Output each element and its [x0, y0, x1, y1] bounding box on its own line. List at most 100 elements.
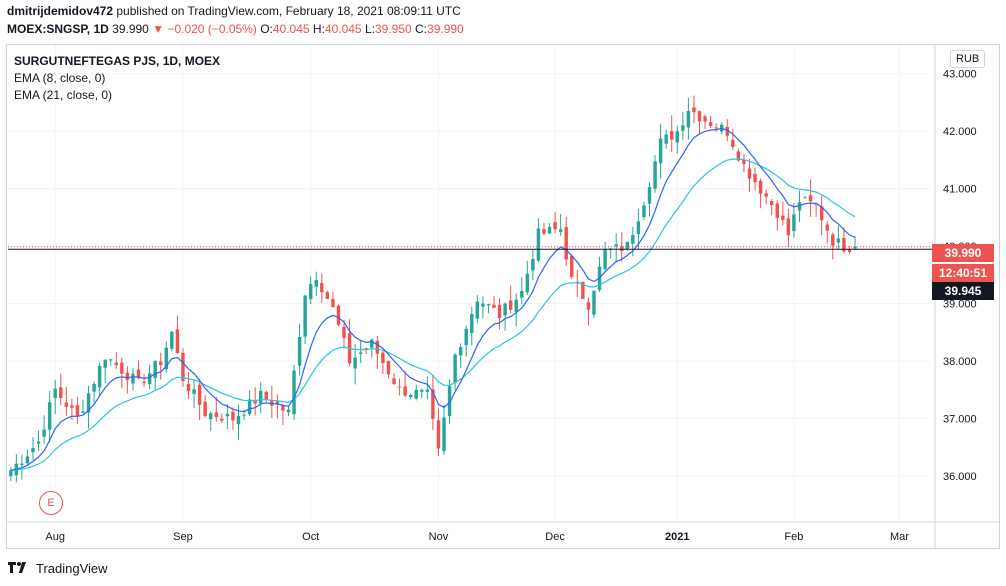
candle-body [436, 420, 441, 449]
candle-body [225, 413, 230, 417]
candle-body [164, 347, 169, 370]
candle-body [847, 249, 852, 252]
candle-body [769, 201, 774, 206]
footer-brand[interactable]: TradingView [6, 560, 108, 577]
candle-body [9, 470, 13, 477]
candle-body [442, 417, 446, 452]
candle-body [103, 359, 107, 368]
candle-body [464, 328, 468, 345]
currency-button[interactable]: RUB [950, 50, 986, 68]
x-tick-label: Aug [45, 531, 65, 543]
candle-body [325, 292, 330, 299]
candle-body [786, 218, 791, 236]
candle-body [636, 221, 641, 235]
candle-body [31, 448, 35, 453]
candle-body [697, 111, 702, 122]
candle-body [203, 401, 207, 417]
candles-layer [9, 95, 857, 483]
candle-body [153, 361, 157, 379]
candle-body [714, 127, 718, 129]
y-tick-label: 36.000 [943, 471, 977, 483]
candle-body [581, 281, 585, 299]
candle-body [181, 352, 185, 382]
close-value: 39.990 [427, 22, 464, 36]
candle-body [353, 357, 357, 369]
candle-body [470, 314, 474, 333]
candle-body [731, 139, 735, 147]
legend-ema8[interactable]: EMA (8, close, 0) [14, 71, 106, 85]
x-tick-label: Mar [890, 531, 909, 543]
candle-body [653, 161, 657, 189]
x-tick-label: Nov [429, 531, 449, 543]
publish-info: published on TradingView.com, February 1… [116, 4, 461, 18]
candle-body [703, 116, 707, 122]
chart-legend: SURGUTNEFTEGAS PJS, 1D, MOEX EMA (8, clo… [14, 53, 220, 104]
candle-body [842, 238, 846, 252]
candle-body [520, 291, 524, 298]
candle-body [275, 401, 280, 405]
candle-body [414, 389, 418, 399]
close-label: C: [415, 22, 428, 36]
candle-body [81, 411, 85, 413]
candle-body [503, 303, 507, 316]
candle-body [764, 193, 768, 197]
candle-body [47, 402, 52, 430]
candle-body [114, 362, 119, 366]
candle-body [542, 228, 546, 234]
candle-body [536, 228, 541, 261]
brand-name: TradingView [36, 561, 108, 576]
candle-body [814, 203, 818, 205]
y-tick-label: 38.000 [943, 356, 977, 368]
candle-body [220, 418, 224, 421]
author-name[interactable]: dmitrijdemidov472 [7, 4, 114, 18]
candle-body [175, 329, 180, 354]
candle-body [686, 111, 691, 128]
candle-body [631, 235, 635, 244]
time-axis: Aug Sep Oct Nov Dec 2021 Feb Mar [45, 531, 909, 543]
candle-body [458, 346, 463, 356]
candle-body [186, 383, 191, 392]
bar-countdown-tag: 12:40:51 [932, 264, 994, 282]
ema8-line [10, 127, 856, 471]
legend-ema21[interactable]: EMA (21, close, 0) [14, 88, 113, 102]
candle-body [120, 362, 124, 374]
candle-body [747, 168, 752, 179]
candle-body [297, 336, 302, 366]
candle-body [109, 359, 113, 361]
candle-body [75, 404, 80, 417]
candle-body [381, 352, 385, 364]
candle-body [358, 352, 363, 354]
candle-body [758, 180, 763, 194]
candle-body [86, 393, 91, 413]
candle-body [642, 205, 646, 218]
candle-body [614, 244, 618, 247]
earnings-event-marker[interactable]: E [39, 491, 63, 515]
candle-body [125, 372, 130, 381]
last-price: 39.990 [112, 22, 149, 36]
candle-body [97, 365, 102, 388]
candle-body [258, 390, 263, 404]
candle-body [303, 295, 307, 337]
open-label: O: [260, 22, 273, 36]
candle-body [281, 405, 285, 411]
candle-body [792, 214, 796, 232]
candle-body [197, 384, 202, 405]
candle-body [64, 402, 69, 407]
candle-body [453, 354, 457, 383]
x-tick-label: Feb [784, 531, 803, 543]
candle-body [308, 284, 313, 300]
candle-body [664, 134, 668, 144]
candle-body [397, 386, 402, 388]
candle-body [20, 463, 24, 466]
y-tick-label: 37.000 [943, 414, 977, 426]
candle-body [92, 383, 96, 392]
candle-body [370, 339, 374, 348]
candle-body [375, 340, 380, 354]
publish-line: dmitrijdemidov472 published on TradingVi… [7, 4, 461, 18]
candle-body [142, 381, 146, 384]
x-tick-label: 2021 [665, 531, 689, 543]
candle-body [647, 187, 652, 204]
candle-body [192, 389, 196, 394]
y-tick-label: 42.000 [943, 126, 977, 138]
